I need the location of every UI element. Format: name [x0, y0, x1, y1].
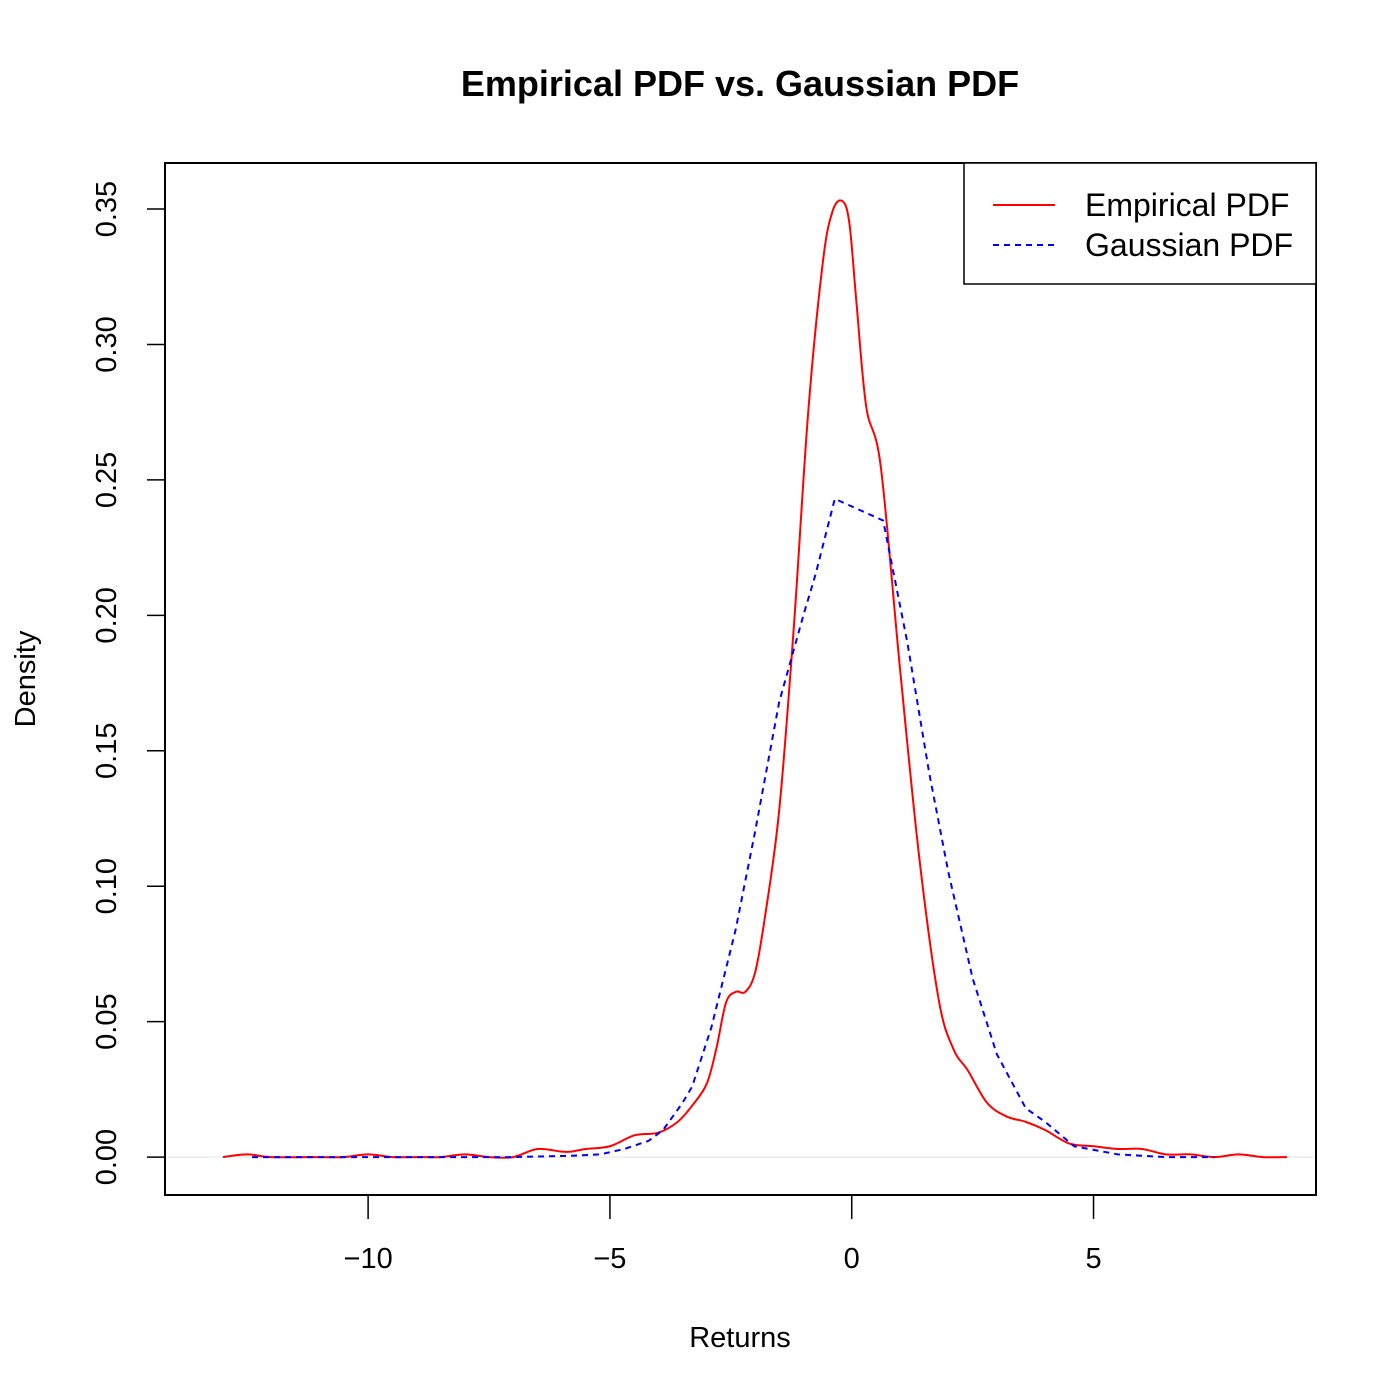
y-tick-label: 0.05: [91, 993, 123, 1049]
plot-frame: [164, 162, 1317, 1196]
chart-title: Empirical PDF vs. Gaussian PDF: [461, 63, 1019, 104]
x-axis: −10 −5 0 5: [344, 1195, 1102, 1275]
y-tick-label: 0.00: [91, 1129, 123, 1185]
legend-label-empirical: Empirical PDF: [1085, 187, 1289, 223]
x-tick-label: −5: [593, 1243, 626, 1275]
legend-label-gaussian: Gaussian PDF: [1085, 227, 1293, 263]
y-tick-label: 0.25: [91, 452, 123, 508]
x-ticks: −10 −5 0 5: [344, 1195, 1102, 1275]
x-axis-title: Returns: [689, 1322, 791, 1354]
y-tick-label: 0.35: [91, 181, 123, 237]
y-tick-label: 0.30: [91, 316, 123, 372]
series-line-gaussian-pdf: [252, 497, 1215, 1159]
legend: Empirical PDF Gaussian PDF: [963, 162, 1317, 285]
legend-box: [963, 162, 1317, 285]
y-tick-label: 0.20: [91, 587, 123, 643]
x-tick-label: −10: [344, 1243, 393, 1275]
series-layer: [222, 199, 1287, 1159]
y-axis: 0.00 0.05 0.10 0.15 0.20 0.25 0.30 0.35: [91, 181, 165, 1185]
series-line-empirical-pdf: [222, 199, 1287, 1159]
x-tick-label: 0: [844, 1243, 860, 1275]
y-tick-label: 0.15: [91, 723, 123, 779]
y-ticks: 0.00 0.05 0.10 0.15 0.20 0.25 0.30 0.35: [91, 181, 165, 1185]
y-axis-title: Density: [10, 630, 42, 727]
x-tick-label: 5: [1085, 1243, 1101, 1275]
y-tick-label: 0.10: [91, 858, 123, 914]
